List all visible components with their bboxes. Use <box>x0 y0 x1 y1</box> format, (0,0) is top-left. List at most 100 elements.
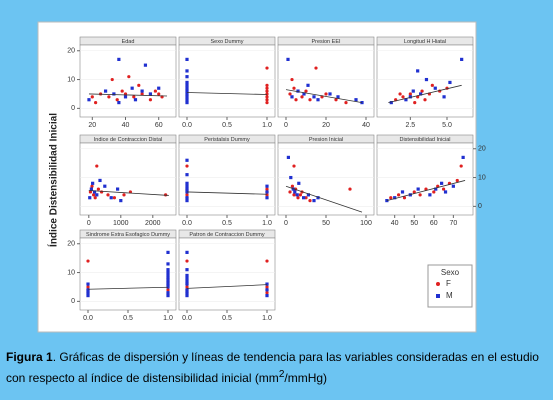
scatter-point <box>302 92 306 96</box>
scatter-point <box>451 184 455 188</box>
scatter-point <box>461 155 465 159</box>
x-tick-label: 1000 <box>113 220 129 227</box>
scatter-point <box>185 95 189 99</box>
scatter-point <box>86 294 90 298</box>
scatter-point <box>185 291 189 295</box>
scatter-point <box>334 98 338 102</box>
scatter-point <box>166 279 170 283</box>
scatter-point <box>265 98 269 102</box>
panel-frame <box>277 44 375 118</box>
scatter-point <box>354 98 358 102</box>
scatter-point <box>265 83 269 87</box>
panel-frame <box>79 142 177 216</box>
trend-line <box>386 180 466 201</box>
scatter-point <box>432 190 436 194</box>
scatter-point <box>107 95 111 99</box>
scatter-point <box>148 92 153 96</box>
scatter-point <box>265 285 269 289</box>
caption-superscript: 2 <box>278 369 285 380</box>
trend-line <box>88 93 168 97</box>
scatter-point <box>292 86 296 90</box>
scatter-point <box>265 184 269 188</box>
x-tick-label: 40 <box>362 122 370 129</box>
panel-title: Peristalsis Dummy <box>204 137 250 143</box>
scatter-point <box>265 190 269 194</box>
scatter-point <box>265 187 269 191</box>
panel-frame <box>376 142 474 216</box>
y-tick-label: 20 <box>67 48 75 55</box>
scatter-point <box>140 89 144 93</box>
scatter-point <box>295 193 299 197</box>
scatter-point <box>312 95 316 99</box>
scatter-point <box>185 83 189 87</box>
scatter-point <box>185 288 189 292</box>
trend-line <box>88 190 169 196</box>
x-tick-label: 60 <box>155 122 163 129</box>
scatter-point <box>110 77 114 82</box>
scatter-point <box>86 291 90 295</box>
x-tick-label: 50 <box>322 220 330 227</box>
caption: Figura 1. Gráficas de dispersión y línea… <box>6 348 548 387</box>
x-tick-label: 70 <box>449 220 457 227</box>
scatter-point <box>98 178 102 183</box>
scatter-point <box>416 187 420 191</box>
x-tick-label: 60 <box>430 220 438 227</box>
scatter-point <box>265 294 269 298</box>
scatter-point <box>166 262 170 266</box>
scatter-point <box>122 193 126 197</box>
scatter-point <box>92 190 97 194</box>
panel-title: Sindrome Extra Esofagico Dummy <box>86 232 170 238</box>
scatter-point <box>185 279 189 283</box>
scatter-point <box>166 270 170 275</box>
scatter-point <box>294 98 298 102</box>
scatter-point <box>413 101 417 105</box>
trend-line <box>285 185 363 213</box>
scatter-point <box>103 184 107 188</box>
scatter-point <box>185 57 189 61</box>
scatter-point <box>324 92 328 96</box>
scatter-point <box>86 259 90 263</box>
trend-line <box>186 92 268 95</box>
x-tick-label: 100 <box>360 220 372 227</box>
trend-line <box>285 89 363 103</box>
scatter-point <box>86 288 90 292</box>
scatter-point <box>302 196 306 200</box>
scatter-point <box>291 187 295 191</box>
y-tick-label: 20 <box>67 241 75 248</box>
scatter-point <box>393 196 397 200</box>
scatter-point <box>314 66 318 70</box>
x-tick-label: 2000 <box>145 220 161 227</box>
scatter-point <box>416 69 420 73</box>
scatter-point <box>265 196 269 200</box>
y-tick-label: 0 <box>71 105 75 112</box>
scatter-point <box>424 187 428 191</box>
scatter-point <box>306 193 310 197</box>
scatter-point <box>292 193 296 197</box>
scatter-point <box>448 80 452 85</box>
scatter-point <box>290 95 294 99</box>
x-tick-label: 50 <box>410 220 418 227</box>
scatter-point <box>185 158 189 162</box>
panel-title: Sexo Dummy <box>210 39 243 45</box>
scatter-point <box>166 285 170 289</box>
scatter-point <box>95 164 99 168</box>
scatter-point <box>166 291 170 295</box>
scatter-point <box>344 101 348 105</box>
panel-frame <box>79 44 177 118</box>
x-tick-label: 1.0 <box>262 315 272 322</box>
scatter-point <box>117 57 121 61</box>
scatter-point <box>123 95 128 99</box>
scatter-point <box>316 98 320 102</box>
scatter-point <box>166 276 170 280</box>
scatter-point <box>304 89 308 93</box>
scatter-point <box>109 196 113 200</box>
scatter-point <box>166 250 170 254</box>
scatter-point <box>400 190 405 194</box>
scatter-point <box>316 196 320 200</box>
scatter-point <box>88 196 92 200</box>
legend-swatch <box>436 294 440 298</box>
scatter-point <box>398 92 402 96</box>
scatter-point <box>153 89 157 93</box>
trend-line <box>186 284 268 289</box>
scatter-point <box>424 77 429 82</box>
